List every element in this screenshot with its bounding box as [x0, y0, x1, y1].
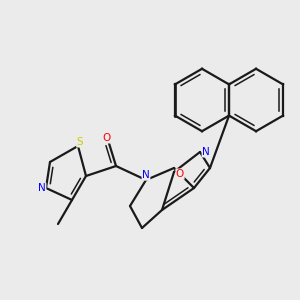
Text: N: N: [142, 170, 150, 180]
Text: N: N: [38, 183, 46, 193]
Text: S: S: [77, 137, 83, 147]
Text: O: O: [102, 133, 110, 143]
Text: N: N: [202, 147, 210, 157]
Text: O: O: [176, 169, 184, 179]
